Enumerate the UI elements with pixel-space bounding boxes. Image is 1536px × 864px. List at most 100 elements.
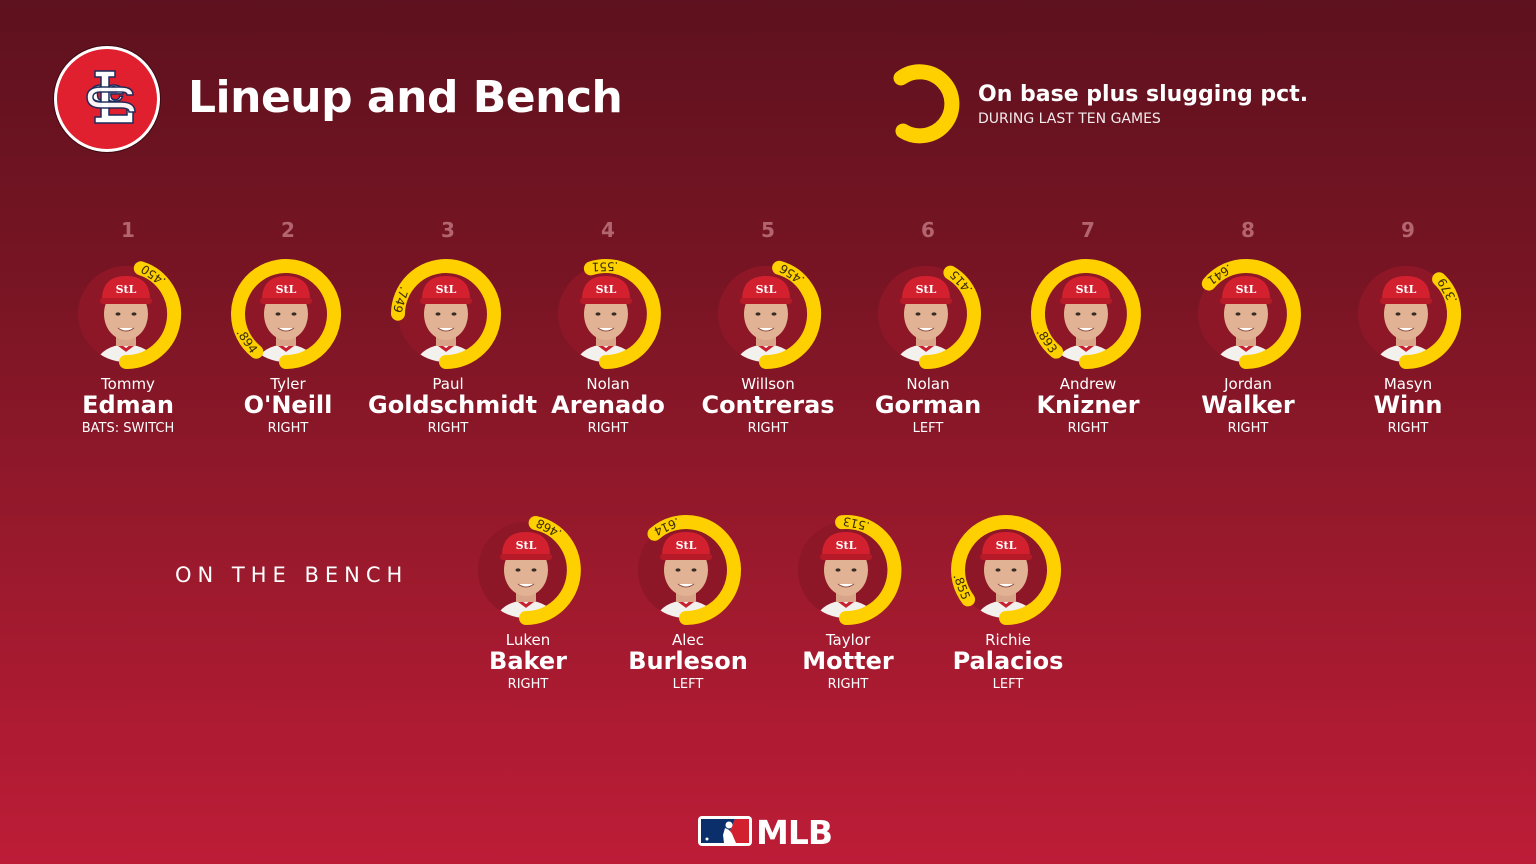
player-bats: RIGHT — [1227, 421, 1269, 436]
player-photo: StL — [1358, 266, 1454, 362]
ops-value: .513 — [842, 514, 871, 533]
player-card: 3 StL .749 Paul Goldschmidt RIGHT — [368, 218, 537, 438]
cap-logo-icon: StL — [1076, 283, 1097, 296]
player-card: 6 StL .415 Nolan Gorman LEFT — [848, 218, 1008, 438]
page-title: Lineup and Bench — [188, 72, 623, 123]
player-card: StL .855 Richie Palacios LEFT — [928, 512, 1088, 694]
ops-legend: On base plus slugging pct. DURING LAST T… — [885, 60, 1325, 150]
player-card: StL .614 Alec Burleson LEFT — [608, 512, 768, 694]
player-headshot: StL — [958, 522, 1054, 618]
cap-logo-icon: StL — [836, 539, 857, 552]
batting-order-number: 6 — [921, 218, 935, 242]
team-logo: ꟹ — [54, 46, 160, 152]
player-card: 9 StL .379 Masyn Winn RIGHT — [1328, 218, 1488, 438]
player-card: 5 StL .456 Willson Contreras RIGHT — [688, 218, 848, 438]
player-headshot: StL — [478, 522, 574, 618]
ops-ring: StL .614 — [628, 512, 748, 632]
mlb-batter-icon — [698, 816, 752, 846]
ops-ring: StL .415 — [868, 256, 988, 376]
player-headshot: StL — [638, 522, 734, 618]
ops-arc-icon: .855 — [950, 515, 1062, 625]
batting-order-number: 2 — [281, 218, 295, 242]
player-bats: RIGHT — [827, 677, 869, 692]
player-bats: RIGHT — [747, 421, 789, 436]
player-card: 8 StL .641 Jordan Walker RIGHT — [1168, 218, 1328, 438]
player-last-name: Palacios — [952, 647, 1064, 675]
ops-ring: StL .551 — [548, 256, 668, 376]
player-first-name: Nolan — [586, 375, 630, 393]
ops-arc-icon: .641 — [1201, 259, 1301, 369]
player-bats: RIGHT — [1067, 421, 1109, 436]
player-first-name: Willson — [741, 375, 795, 393]
player-first-name: Richie — [985, 631, 1031, 649]
ops-ring: StL .450 — [68, 256, 188, 376]
player-bats: LEFT — [672, 677, 704, 692]
bench-label: ON THE BENCH — [175, 563, 409, 587]
batting-order-number: 8 — [1241, 218, 1255, 242]
player-last-name: Walker — [1201, 391, 1295, 419]
cap-logo-icon: StL — [1396, 283, 1417, 296]
legend-title: On base plus slugging pct. — [978, 82, 1309, 107]
ops-ring: StL .641 — [1188, 256, 1308, 376]
player-bats: RIGHT — [427, 421, 469, 436]
batting-order-number: 9 — [1401, 218, 1415, 242]
ops-ring: StL .379 — [1348, 256, 1468, 376]
ops-ring: StL .456 — [708, 256, 828, 376]
mlb-wordmark: MLB — [756, 813, 833, 852]
ops-value: .614 — [652, 515, 682, 539]
player-headshot: StL — [718, 266, 814, 362]
cap-logo-icon: StL — [756, 283, 777, 296]
batting-order-number: 4 — [601, 218, 615, 242]
batting-order-number: 1 — [121, 218, 135, 242]
player-headshot: StL — [398, 266, 494, 362]
player-first-name: Alec — [672, 631, 704, 649]
player-card: StL .513 Taylor Motter RIGHT — [768, 512, 928, 694]
player-card: StL .468 Luken Baker RIGHT — [448, 512, 608, 694]
player-card: 2 StL .894 Tyler O'Neill RIGHT — [208, 218, 368, 438]
player-first-name: Tyler — [270, 375, 306, 393]
legend-subtitle: DURING LAST TEN GAMES — [978, 111, 1161, 127]
cap-logo-icon: StL — [596, 283, 617, 296]
ops-ring: StL .749 — [388, 256, 508, 376]
player-last-name: Winn — [1373, 391, 1443, 419]
player-last-name: Gorman — [874, 391, 982, 419]
player-bats: LEFT — [912, 421, 944, 436]
player-first-name: Masyn — [1383, 375, 1433, 393]
player-photo: StL — [638, 522, 734, 618]
cap-logo-icon: StL — [276, 283, 297, 296]
player-first-name: Tommy — [101, 375, 155, 393]
ops-arc-icon: .614 — [647, 515, 741, 625]
player-first-name: Taylor — [825, 631, 871, 649]
ops-arc-icon: .894 — [231, 259, 341, 369]
mlb-logo: MLB — [698, 813, 833, 852]
ops-arc-icon: .379 — [1399, 272, 1462, 369]
ops-ring: StL .468 — [468, 512, 588, 632]
player-first-name: Nolan — [906, 375, 950, 393]
player-last-name: Burleson — [628, 647, 748, 675]
ops-ring: StL .893 — [1028, 256, 1148, 376]
batting-order-number: 3 — [441, 218, 455, 242]
cap-logo-icon: StL — [436, 283, 457, 296]
player-last-name: Arenado — [551, 391, 665, 419]
player-headshot: StL — [878, 266, 974, 362]
ops-arc-icon: .513 — [835, 514, 902, 626]
player-last-name: Edman — [82, 391, 174, 419]
player-bats: BATS: SWITCH — [81, 421, 175, 436]
ops-arc-icon: .551 — [583, 259, 661, 369]
player-bats: RIGHT — [1387, 421, 1429, 436]
player-card: 1 StL .450 Tommy Edman BATS: SWITCH — [48, 218, 208, 438]
player-card: 7 StL .893 Andrew Knizner RIGHT — [1008, 218, 1168, 438]
cap-logo-icon: StL — [676, 539, 697, 552]
ops-arc-icon: .456 — [759, 260, 822, 370]
cap-logo-icon: StL — [996, 539, 1017, 552]
ops-arc-icon: .415 — [919, 265, 981, 369]
player-bats: RIGHT — [587, 421, 629, 436]
cap-logo-icon: StL — [116, 283, 137, 296]
ops-arc-icon: .749 — [390, 259, 501, 369]
ops-arc-icon: .450 — [119, 261, 182, 370]
player-last-name: O'Neill — [243, 391, 333, 419]
ops-arc-icon: .893 — [1031, 259, 1141, 369]
ops-arc-icon: .468 — [519, 516, 581, 625]
cap-logo-icon: StL — [1236, 283, 1257, 296]
player-last-name: Contreras — [701, 391, 835, 419]
